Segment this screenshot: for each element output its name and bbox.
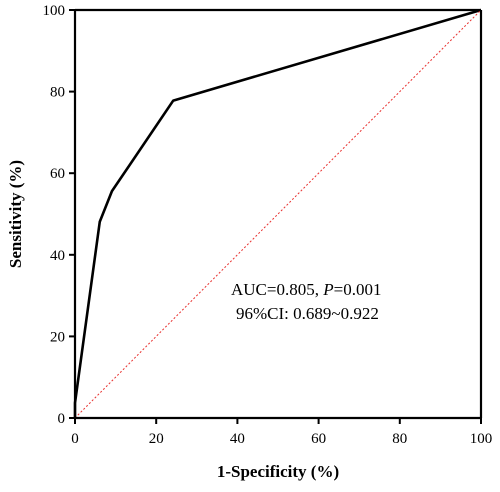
x-axis-title: 1-Specificity (%) (217, 462, 339, 481)
y-tick-label: 60 (50, 166, 65, 182)
x-tick-label: 100 (470, 431, 493, 447)
axes-layer (73, 8, 483, 420)
y-tick-label: 100 (43, 3, 66, 19)
x-tick-label: 20 (149, 431, 164, 447)
p-value: =0.001 (334, 280, 382, 299)
auc-value: AUC=0.805, (231, 280, 323, 299)
auc-annotation: AUC=0.805, P=0.001 (231, 280, 381, 299)
p-symbol: P (322, 280, 333, 299)
y-tick-label: 0 (58, 411, 66, 427)
y-tick-label: 40 (50, 248, 65, 264)
x-tick-label: 80 (392, 431, 407, 447)
y-tick-label: 20 (50, 329, 65, 345)
x-tick-label: 0 (71, 431, 79, 447)
series-layer (73, 8, 482, 419)
y-axis-title: Sensitivity (%) (6, 160, 25, 268)
y-tick-label: 80 (50, 85, 65, 101)
ticks-layer: 0 20 40 60 80 100 0 20 40 60 80 100 (43, 3, 493, 447)
reference-diagonal-line (74, 9, 482, 419)
x-tick-label: 40 (230, 431, 245, 447)
ci-annotation: 96%CI: 0.689~0.922 (236, 304, 379, 323)
x-tick-label: 60 (311, 431, 326, 447)
